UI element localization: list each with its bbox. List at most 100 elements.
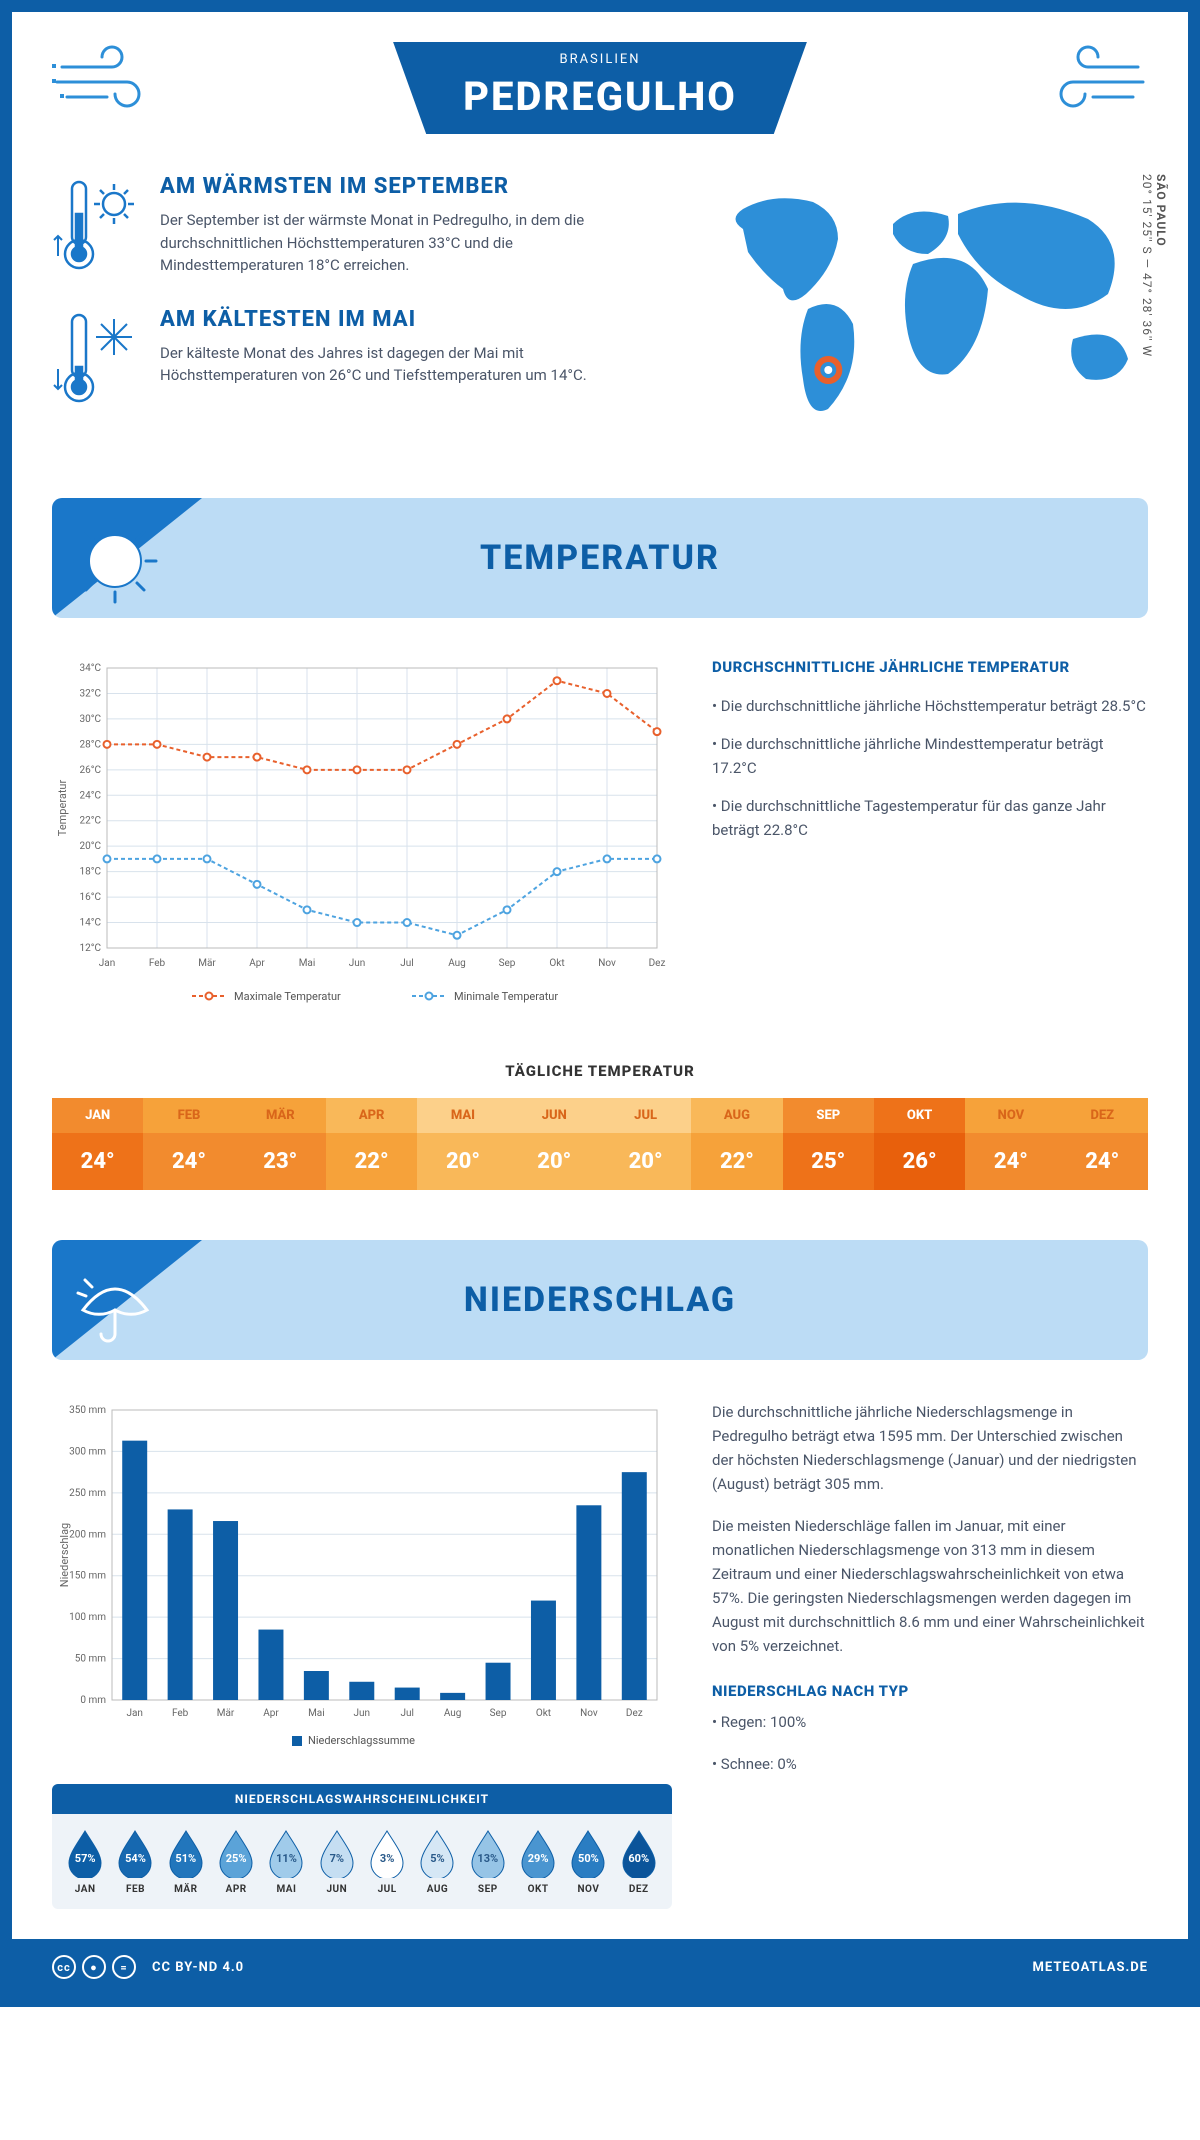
svg-text:Dez: Dez bbox=[626, 1708, 643, 1719]
svg-text:Mär: Mär bbox=[198, 958, 216, 969]
svg-text:12°C: 12°C bbox=[80, 943, 102, 954]
country-name: BRASILIEN bbox=[463, 52, 737, 67]
daily-cell: APR22° bbox=[326, 1098, 417, 1190]
section-title: TEMPERATUR bbox=[480, 538, 720, 578]
svg-text:150 mm: 150 mm bbox=[69, 1571, 106, 1582]
svg-text:0 mm: 0 mm bbox=[80, 1695, 106, 1706]
temp-info-bullet: • Die durchschnittliche jährliche Mindes… bbox=[712, 732, 1148, 780]
precip-type-title: NIEDERSCHLAG NACH TYP bbox=[712, 1682, 1148, 1700]
svg-text:Jul: Jul bbox=[400, 958, 413, 969]
prob-drop: 29%OKT bbox=[513, 1828, 563, 1895]
prob-drop: 51%MÄR bbox=[161, 1828, 211, 1895]
daily-cell: MÄR23° bbox=[235, 1098, 326, 1190]
svg-text:Jun: Jun bbox=[354, 1708, 371, 1719]
fact-title: AM WÄRMSTEN IM SEPTEMBER bbox=[160, 174, 658, 199]
state-label: SÃO PAULO bbox=[1154, 174, 1168, 247]
prob-drop: 3%JUL bbox=[362, 1828, 412, 1895]
fact-warmest: AM WÄRMSTEN IM SEPTEMBER Der September i… bbox=[52, 174, 658, 277]
fact-title: AM KÄLTESTEN IM MAI bbox=[160, 307, 658, 332]
svg-text:100 mm: 100 mm bbox=[69, 1612, 106, 1623]
prob-drop: 50%NOV bbox=[563, 1828, 613, 1895]
title-banner: PEDREGULHO BRASILIEN bbox=[393, 42, 807, 134]
svg-text:Mai: Mai bbox=[299, 958, 316, 969]
svg-text:26°C: 26°C bbox=[80, 765, 102, 776]
temp-info-bullet: • Die durchschnittliche jährliche Höchst… bbox=[712, 694, 1148, 718]
prob-title: NIEDERSCHLAGSWAHRSCHEINLICHKEIT bbox=[52, 1784, 672, 1814]
prob-drop: 7%JUN bbox=[312, 1828, 362, 1895]
prob-drop: 25%APR bbox=[211, 1828, 261, 1895]
daily-cell: JAN24° bbox=[52, 1098, 143, 1190]
daily-cell: NOV24° bbox=[965, 1098, 1056, 1190]
svg-text:18°C: 18°C bbox=[80, 867, 102, 878]
svg-text:200 mm: 200 mm bbox=[69, 1529, 106, 1540]
fact-body: Der September ist der wärmste Monat in P… bbox=[160, 209, 658, 277]
cc-license: cc ● = CC BY-ND 4.0 bbox=[52, 1955, 244, 1979]
svg-text:Jan: Jan bbox=[99, 958, 115, 969]
svg-text:Jun: Jun bbox=[349, 958, 366, 969]
site-label: METEOATLAS.DE bbox=[1033, 1960, 1148, 1975]
license-label: CC BY-ND 4.0 bbox=[152, 1960, 244, 1975]
svg-text:Feb: Feb bbox=[172, 1708, 189, 1719]
precip-paragraph: Die meisten Niederschläge fallen im Janu… bbox=[712, 1514, 1148, 1658]
header: PEDREGULHO BRASILIEN bbox=[52, 42, 1148, 134]
wind-icon bbox=[1038, 42, 1148, 122]
svg-text:Nov: Nov bbox=[580, 1708, 598, 1719]
prob-drop: 54%FEB bbox=[110, 1828, 160, 1895]
svg-text:28°C: 28°C bbox=[80, 739, 102, 750]
svg-text:Dez: Dez bbox=[649, 958, 666, 969]
precipitation-chart: 0 mm50 mm100 mm150 mm200 mm250 mm300 mm3… bbox=[52, 1400, 672, 1764]
svg-text:Jan: Jan bbox=[126, 1708, 142, 1719]
svg-text:Mär: Mär bbox=[217, 1708, 235, 1719]
svg-text:22°C: 22°C bbox=[80, 816, 102, 827]
daily-cell: OKT26° bbox=[874, 1098, 965, 1190]
daily-cell: DEZ24° bbox=[1057, 1098, 1148, 1190]
precip-type-item: • Regen: 100% bbox=[712, 1710, 1148, 1734]
svg-text:Minimale Temperatur: Minimale Temperatur bbox=[454, 990, 558, 1003]
precip-paragraph: Die durchschnittliche jährliche Niedersc… bbox=[712, 1400, 1148, 1496]
svg-text:34°C: 34°C bbox=[80, 663, 102, 674]
daily-cell: AUG22° bbox=[691, 1098, 782, 1190]
svg-text:Feb: Feb bbox=[149, 958, 166, 969]
svg-text:Sep: Sep bbox=[499, 958, 516, 969]
svg-text:Maximale Temperatur: Maximale Temperatur bbox=[234, 990, 341, 1003]
svg-text:20°C: 20°C bbox=[80, 841, 102, 852]
by-icon: ● bbox=[82, 1955, 106, 1979]
sun-icon bbox=[70, 516, 160, 606]
svg-text:14°C: 14°C bbox=[80, 918, 102, 929]
daily-temp-title: TÄGLICHE TEMPERATUR bbox=[52, 1062, 1148, 1080]
svg-text:Apr: Apr bbox=[263, 1708, 279, 1719]
svg-text:30°C: 30°C bbox=[80, 714, 102, 725]
city-name: PEDREGULHO bbox=[463, 73, 737, 120]
prob-drop: 11%MAI bbox=[261, 1828, 311, 1895]
daily-temp-table: JAN24°FEB24°MÄR23°APR22°MAI20°JUN20°JUL2… bbox=[52, 1098, 1148, 1190]
svg-text:Aug: Aug bbox=[448, 958, 466, 969]
daily-cell: SEP25° bbox=[783, 1098, 874, 1190]
svg-text:Niederschlag: Niederschlag bbox=[58, 1523, 71, 1587]
svg-text:Niederschlagssumme: Niederschlagssumme bbox=[308, 1734, 415, 1747]
footer: cc ● = CC BY-ND 4.0 METEOATLAS.DE bbox=[12, 1939, 1188, 1995]
svg-text:Okt: Okt bbox=[536, 1708, 551, 1719]
section-banner-temp: TEMPERATUR bbox=[52, 498, 1148, 618]
svg-text:300 mm: 300 mm bbox=[69, 1446, 106, 1457]
coordinates: 20° 15' 25'' S — 47° 28' 36'' W bbox=[1140, 174, 1154, 357]
svg-text:250 mm: 250 mm bbox=[69, 1488, 106, 1499]
svg-text:350 mm: 350 mm bbox=[69, 1405, 106, 1416]
nd-icon: = bbox=[112, 1955, 136, 1979]
svg-text:16°C: 16°C bbox=[80, 892, 102, 903]
thermometer-hot-icon bbox=[52, 174, 142, 274]
svg-text:Apr: Apr bbox=[249, 958, 265, 969]
wind-icon bbox=[52, 42, 162, 122]
prob-drop: 13%SEP bbox=[463, 1828, 513, 1895]
svg-text:Okt: Okt bbox=[549, 958, 564, 969]
world-map: SÃO PAULO 20° 15' 25'' S — 47° 28' 36'' … bbox=[688, 174, 1148, 458]
umbrella-icon bbox=[70, 1258, 160, 1348]
svg-text:Sep: Sep bbox=[490, 1708, 507, 1719]
fact-body: Der kälteste Monat des Jahres ist dagege… bbox=[160, 342, 658, 387]
svg-text:Nov: Nov bbox=[598, 958, 616, 969]
temp-info-title: DURCHSCHNITTLICHE JÄHRLICHE TEMPERATUR bbox=[712, 658, 1148, 676]
daily-cell: FEB24° bbox=[143, 1098, 234, 1190]
daily-cell: JUL20° bbox=[600, 1098, 691, 1190]
thermometer-cold-icon bbox=[52, 307, 142, 407]
precip-probability-box: NIEDERSCHLAGSWAHRSCHEINLICHKEIT 57%JAN54… bbox=[52, 1784, 672, 1909]
prob-drop: 60%DEZ bbox=[614, 1828, 664, 1895]
